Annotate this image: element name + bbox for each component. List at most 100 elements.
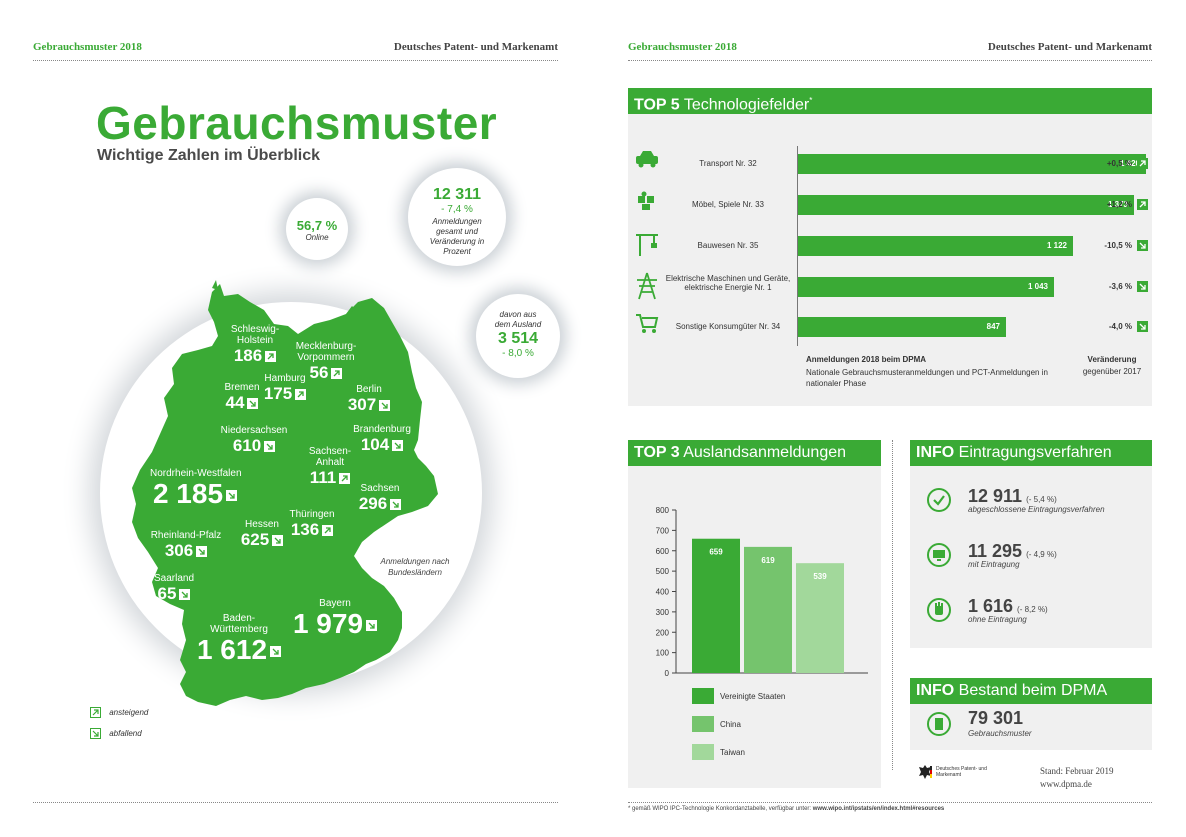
state-name: Hessen [245, 519, 279, 530]
right-footer-divider [628, 802, 1152, 803]
arrow-up-icon [1137, 158, 1148, 169]
state-name: Mecklenburg-Vorpommern [295, 341, 357, 363]
state-count: 186 [233, 346, 263, 365]
state-count: 65 [157, 584, 177, 603]
state-value: 610 [209, 436, 299, 456]
top3-title-bold: TOP 3 [634, 444, 680, 461]
state-value: 306 [141, 541, 231, 561]
column-divider [892, 440, 893, 770]
online-label: Online [305, 233, 329, 242]
info-procedure-title-rest: Eintragungsverfahren [958, 444, 1112, 461]
arrow-up-icon [339, 473, 351, 485]
top3-title-rest: Auslandsanmeldungen [683, 444, 847, 461]
state-brandenburg: Brandenburg 104 [337, 424, 427, 455]
state-bremen: Bremen 44 [197, 382, 287, 413]
state-count: 175 [263, 384, 293, 403]
arrow-down-icon [196, 546, 208, 558]
state-value: 1 612 [194, 635, 284, 665]
info-value-row: 1 616 (- 8,2 %) [968, 596, 1048, 617]
legend-down: abfallend [90, 728, 142, 739]
y-tick-label: 400 [656, 588, 670, 597]
arrow-down-icon [366, 620, 378, 632]
right-header-org: Deutsches Patent- und Markenamt [987, 41, 1152, 53]
bar-2 [744, 546, 792, 673]
footnote-link[interactable]: www.wipo.int/ipstats/en/index.html#resou… [812, 806, 945, 812]
footnote: * gemäß WIPO IPC-Technologie Konkordanzt… [628, 806, 944, 812]
state-thüringen: Thüringen 136 [267, 509, 357, 540]
arrow-up-icon [90, 707, 101, 718]
y-tick-label: 300 [656, 608, 670, 617]
info-stock-title-bar: INFO Bestand beim DPMA [910, 678, 1152, 704]
y-tick-label: 600 [656, 547, 670, 556]
legend-down-label: abfallend [109, 728, 142, 738]
legend-swatch [692, 716, 714, 732]
top5-footer-text: Nationale Gebrauchsmusteranmeldungen und… [806, 368, 1048, 388]
state-name: Thüringen [289, 509, 335, 520]
left-header-org: Deutsches Patent- und Markenamt [393, 41, 558, 53]
hand-stop-icon [927, 598, 951, 622]
state-name: Rheinland-Pfalz [150, 530, 222, 541]
state-value: 186 [210, 346, 300, 366]
info-label: ohne Eintragung [968, 615, 1027, 624]
state-nordrhein-westfalen: Nordrhein-Westfalen 2 185 [150, 468, 242, 509]
arrow-down-icon [179, 589, 191, 601]
legend-swatch [692, 744, 714, 760]
arrow-down-icon [247, 398, 259, 410]
arrow-down-icon [390, 499, 402, 511]
arrow-down-icon [90, 728, 101, 739]
info-stock-value: 79 301 [968, 708, 1024, 728]
top5-label: Sonstige Konsumgüter Nr. 34 [675, 322, 781, 331]
info-value-row: 11 295 (- 4,9 %) [968, 541, 1057, 562]
arrow-down-icon [226, 490, 238, 502]
info-label: mit Eintragung [968, 560, 1020, 569]
state-value: 175 [240, 384, 330, 404]
state-value: 2 185 [150, 479, 240, 509]
page-title: Gebrauchsmuster [96, 97, 498, 149]
top5-change: +0,5 % [1106, 159, 1132, 168]
state-value: 296 [335, 494, 425, 514]
info-label: abgeschlossene Eintragungsverfahren [968, 505, 1105, 514]
top5-label: Elektrische Maschinen und Geräte, elektr… [665, 274, 791, 292]
germany-map [132, 280, 438, 706]
state-value: 65 [129, 584, 219, 604]
monitor-icon [927, 543, 951, 567]
bar-value-label: 619 [761, 556, 775, 565]
state-value: 307 [324, 395, 414, 415]
arrow-down-icon [392, 440, 404, 452]
top5-axis-line [797, 146, 798, 346]
state-saarland: Saarland 65 [129, 573, 219, 604]
abroad-bubble: davon aus dem Ausland 3 514 - 8,0 % [476, 294, 560, 378]
state-name: Bremen [224, 382, 260, 393]
state-name: Sachsen [360, 483, 400, 494]
state-value: 44 [197, 393, 287, 413]
total-change: - 7,4 % [441, 204, 473, 215]
state-value: 56 [281, 363, 371, 383]
top5-bar: 1 420 [798, 154, 1146, 174]
arrow-up-icon [322, 525, 334, 537]
arrow-up-icon [1137, 199, 1148, 210]
car-icon [634, 149, 660, 174]
crane-icon [634, 231, 660, 262]
top3-title-bar: TOP 3 Auslandsanmeldungen [628, 440, 881, 466]
left-header-title: Gebrauchsmuster 2018 [33, 41, 142, 53]
bar-value-label: 659 [709, 548, 723, 557]
abroad-label: davon aus dem Ausland [494, 310, 542, 329]
state-hessen: Hessen 625 [217, 519, 307, 550]
state-count: 56 [309, 363, 329, 382]
state-name: Schleswig-Holstein [230, 324, 280, 346]
state-count: 1 612 [196, 634, 268, 665]
state-value: 625 [217, 530, 307, 550]
info-change: (- 4,9 %) [1026, 550, 1057, 559]
state-count: 306 [164, 541, 194, 560]
state-name: Berlin [356, 384, 382, 395]
legend-up: ansteigend [90, 707, 148, 718]
info-procedure-title-bold: INFO [916, 444, 955, 461]
arrow-down-icon [379, 400, 391, 412]
total-value: 12 311 [432, 186, 482, 203]
top5-title-bar: TOP 5 Technologiefelder* [628, 88, 1152, 114]
top5-bar: 1 122 [798, 236, 1073, 256]
state-hamburg: Hamburg 175 [240, 373, 330, 404]
info-change: (- 8,2 %) [1017, 605, 1048, 614]
top5-change: +1,2 % [1106, 200, 1132, 209]
info-procedure-title-bar: INFO Eintragungsverfahren [910, 440, 1152, 466]
